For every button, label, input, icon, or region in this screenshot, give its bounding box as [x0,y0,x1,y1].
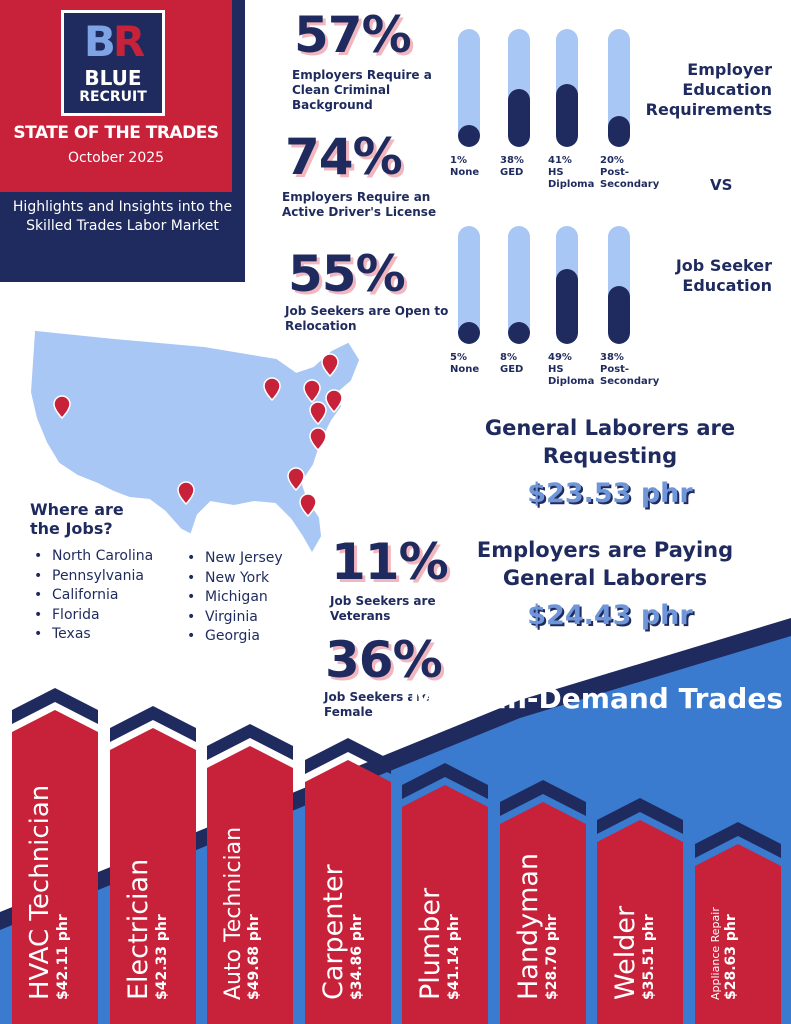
map-pin-icon [177,481,195,506]
bar-track [458,226,480,344]
job-location-item: New York [183,569,283,589]
bar-track [608,226,630,344]
bar-category-label: Post-Secondary [600,364,660,387]
job-location-item: California [30,586,153,606]
stat-label: Job Seekers are Open to Relocation [285,304,449,333]
trades-title: Most In-Demand Trades [409,682,783,715]
vs-label: VS [710,176,733,194]
job-location-item: Pennsylvania [30,567,153,587]
bar-value-label: 5% [450,352,467,363]
employer-education-chart: 1% None 38% GED 41% HS Diploma 20% Post-Seconda… [450,25,680,205]
stat-value: 11% [331,533,449,591]
jobs-list-col2: New JerseyNew YorkMichiganVirginiaGeorgi… [183,549,283,647]
job-location-item: Florida [30,606,153,626]
job-location-item: New Jersey [183,549,283,569]
bar-category-label: GED [500,167,524,178]
stat-label: Employers Require a Clean Criminal Backg… [292,68,432,112]
job-location-item: Georgia [183,627,283,647]
bar-label: 20% Post-Secondary [600,155,680,191]
bar-value-label: 20% [600,155,624,166]
map-pins [53,353,343,518]
bar-track [508,226,530,344]
map-pin-icon [309,427,327,452]
bar [508,88,530,147]
job-location-item: Michigan [183,588,283,608]
us-map [30,330,360,553]
report-title: STATE OF THE TRADES [13,123,219,143]
bar [608,285,630,344]
bar-track [556,29,578,147]
jobs-list-col1: North CarolinaPennsylvaniaCaliforniaFlor… [30,547,153,645]
paying-value: $24.43 phr [527,600,693,631]
map-pin-icon [321,353,339,378]
stat-value: 36% [325,631,443,689]
logo-letter-r: R [112,17,145,66]
bar [608,116,630,147]
bar-track [556,226,578,344]
job-location-item: North Carolina [30,547,153,567]
bar-value-label: 8% [500,352,517,363]
bar [556,268,578,344]
map-pin-icon [263,377,281,402]
stat-label: Employers Require an Active Driver's Lic… [282,190,437,219]
bar-track [508,29,530,147]
requesting-value: $23.53 phr [527,478,693,509]
bar-value-label: 49% [548,352,572,363]
logo-letter-b: B [83,17,116,66]
bar-category-label: None [450,167,480,178]
bar [556,84,578,147]
stat-value: 57% [294,6,412,64]
map-pin-icon [299,493,317,518]
map-pin-icon [287,467,305,492]
bar-value-label: 38% [500,155,524,166]
employer-education-title: Employer Education Requirements [645,60,772,119]
bar-category-label: None [450,364,480,375]
stat-value: 74% [285,128,403,186]
requesting-heading: General Laborers are Requesting [484,416,736,468]
stat-label: Job Seekers are Female [324,690,430,719]
report-date: October 2025 [67,150,165,166]
bar-track [458,29,480,147]
bar-category-label: Post-Secondary [600,167,660,190]
bar-label: 5% None [450,352,500,376]
job-seeker-education-title: Job Seeker Education [675,256,772,295]
bar-value-label: 38% [600,352,624,363]
job-seeker-education-chart: 5% None 8% GED 49% HS Diploma 38% Post-Secondar… [450,222,680,402]
map-pin-icon [53,395,71,420]
bar-label: 8% GED [500,352,550,376]
stat-value: 55% [288,245,406,303]
bar-value-label: 1% [450,155,467,166]
bar-category-label: HS Diploma [548,167,595,190]
bar [508,322,530,344]
trades-background [0,618,791,1024]
stat-label: Job Seekers are Veterans [330,594,436,623]
bar-label: 1% None [450,155,500,179]
job-location-item: Texas [30,625,153,645]
bar [458,322,480,344]
job-location-item: Virginia [183,608,283,628]
bar-category-label: HS Diploma [548,364,595,387]
bar-track [608,29,630,147]
logo-monogram: BR [64,19,162,65]
map-pin-icon [325,389,343,414]
bar-label: 49% HS Diploma [548,352,598,388]
bar-value-label: 41% [548,155,572,166]
bar-category-label: GED [500,364,524,375]
logo: BR BLUE RECRUIT [61,10,165,116]
bar-label: 41% HS Diploma [548,155,598,191]
bar-label: 38% Post-Secondary [600,352,680,388]
logo-word-blue: BLUE [84,66,142,90]
map-pin-icon [309,401,327,426]
map-pin-icon [303,379,321,404]
paying-heading: Employers are Paying General Laborers [476,538,734,590]
report-subtitle: Highlights and Insights into the Skilled… [12,199,233,234]
jobs-title: Where are the Jobs? [30,500,124,538]
logo-word-recruit: RECRUIT [79,89,147,105]
bar-label: 38% GED [500,155,550,179]
bar [458,125,480,147]
